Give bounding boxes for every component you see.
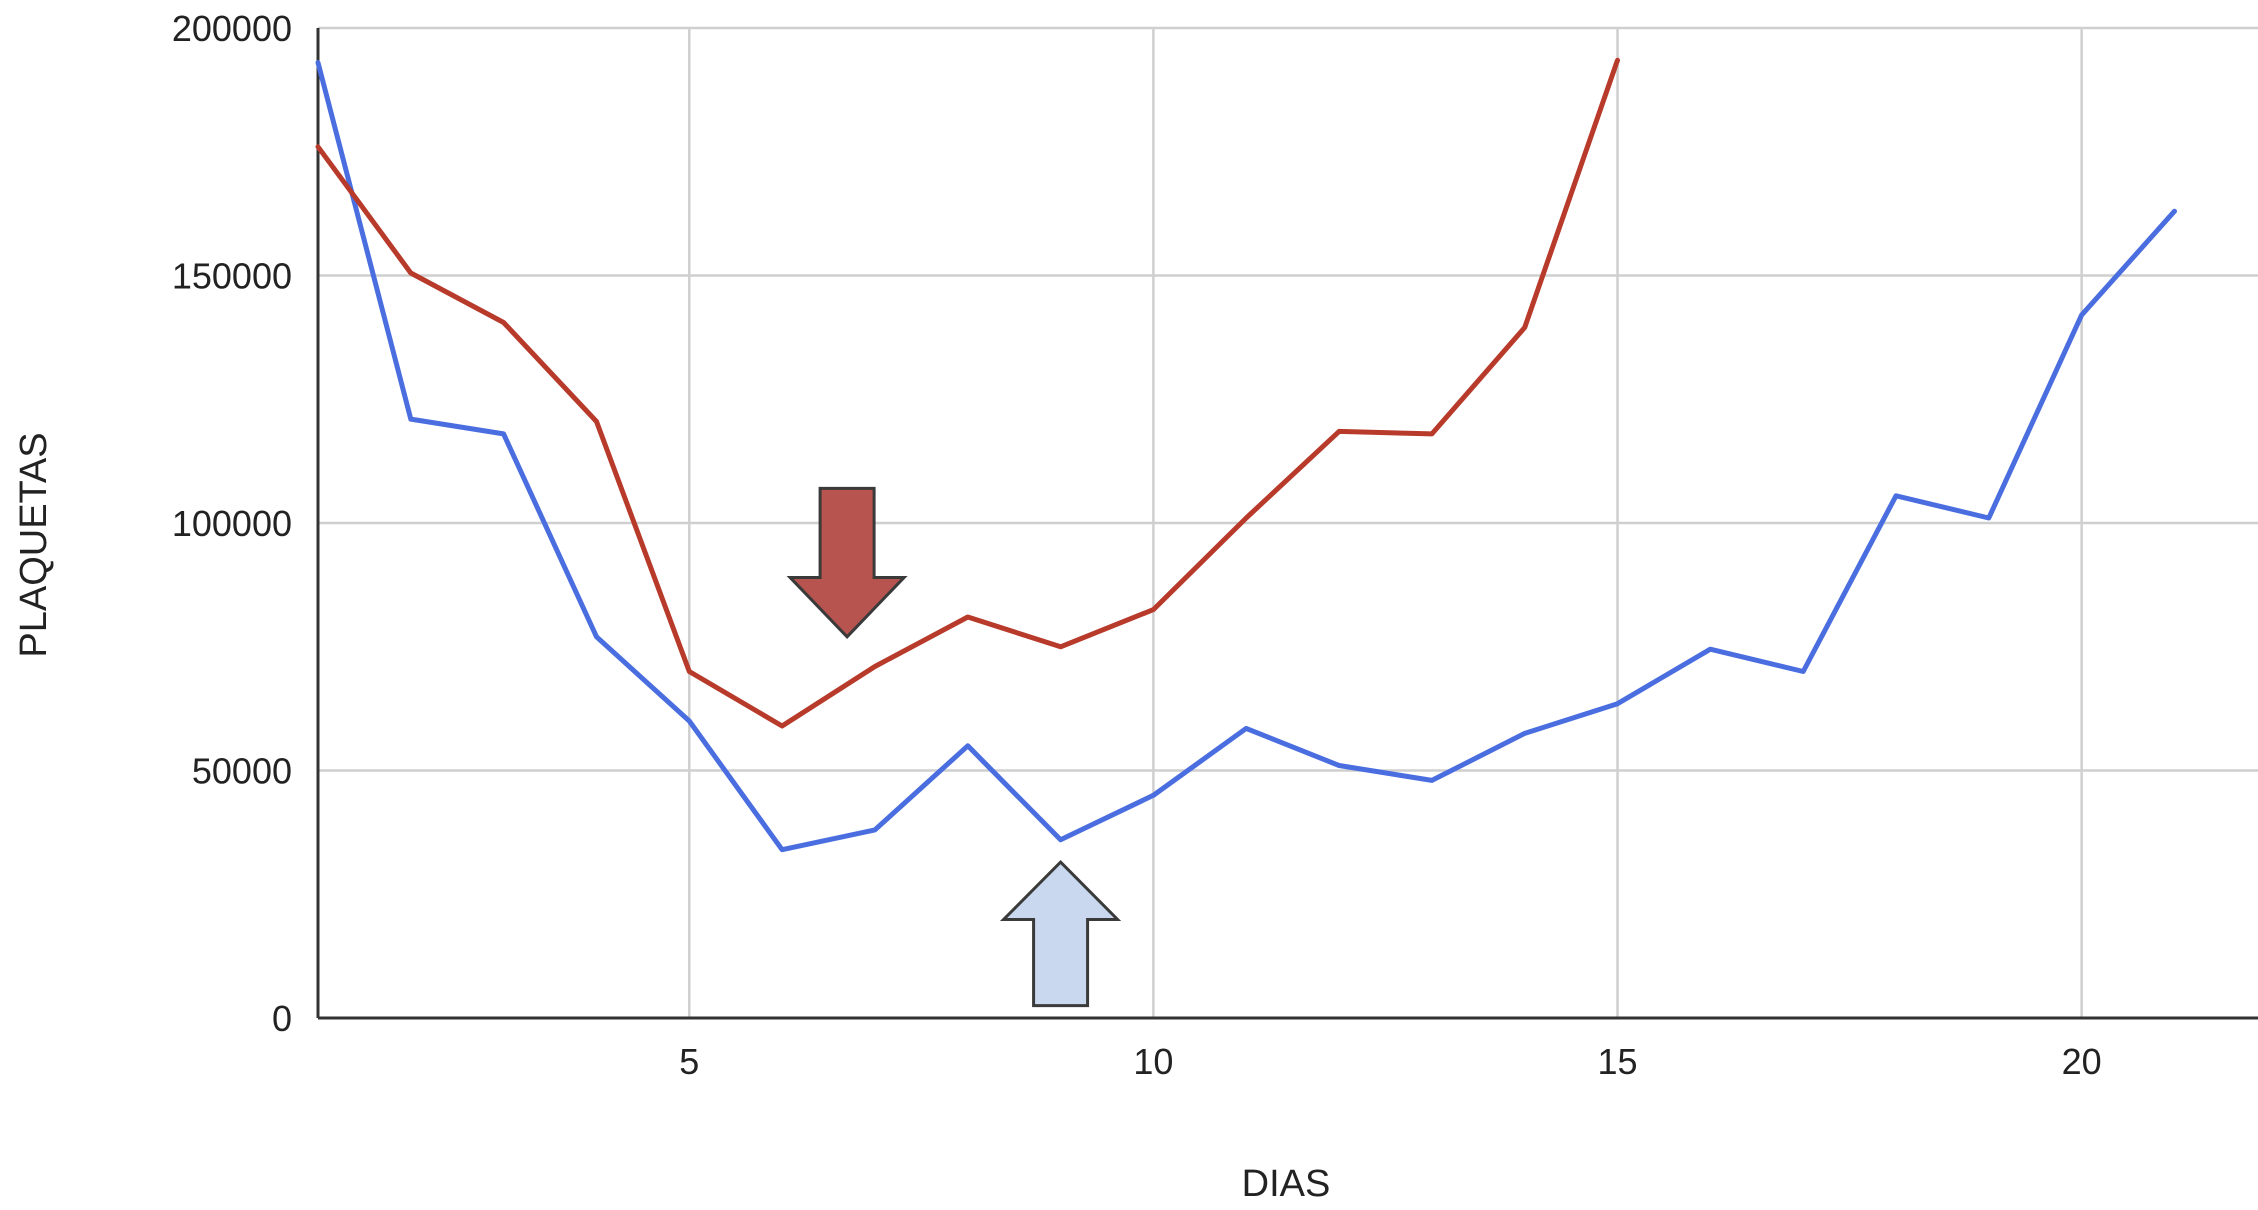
arrow-up-annotation [999,859,1122,1008]
x-axis-title: DIAS [1242,1163,1331,1205]
x-tick-label: 10 [1133,1041,1173,1082]
arrow-down-annotation [786,486,908,640]
axes [316,28,2258,1020]
y-axis-title: PLAQUETAS [13,432,55,657]
y-tick-label: 0 [272,998,292,1039]
y-tick-label: 50000 [192,751,292,792]
y-tick-label: 100000 [172,503,292,544]
series-lines [315,57,2177,853]
grid-lines [318,26,2258,1018]
y-tick-label: 150000 [172,256,292,297]
x-tick-label: 20 [2062,1041,2102,1082]
x-tick-label: 5 [679,1041,699,1082]
series-line-2 [315,57,1620,729]
annotations [786,486,1122,1008]
series-line-1 [315,60,2177,853]
tick-labels: 0 50000 100000 150000 200000 5 10 15 20 [172,8,2102,1082]
x-tick-label: 15 [1597,1041,1637,1082]
y-tick-label: 200000 [172,8,292,49]
